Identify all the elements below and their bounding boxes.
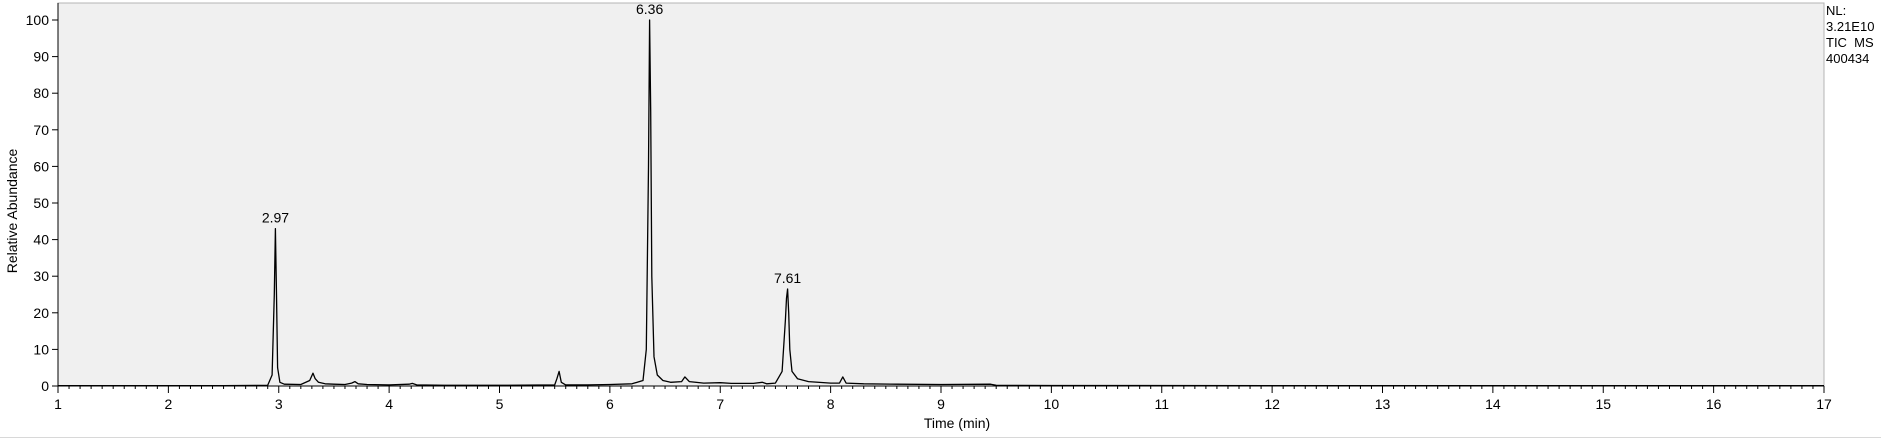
x-tick-label: 9 <box>937 396 945 412</box>
y-tick-label: 0 <box>41 378 49 394</box>
x-tick-label: 12 <box>1264 396 1280 412</box>
x-tick-label: 15 <box>1595 396 1611 412</box>
info-line: NL: <box>1826 3 1846 18</box>
x-tick-label: 10 <box>1044 396 1060 412</box>
x-tick-label: 3 <box>275 396 283 412</box>
x-tick-label: 16 <box>1706 396 1722 412</box>
y-tick-label: 10 <box>33 341 49 357</box>
chromatogram-trace <box>58 19 1824 387</box>
x-tick-label: 7 <box>716 396 724 412</box>
info-line: 400434 <box>1826 51 1869 66</box>
info-line: TIC MS <box>1826 35 1874 50</box>
plot-area <box>57 2 1825 387</box>
y-tick-label: 100 <box>26 12 50 28</box>
x-tick-label: 2 <box>164 396 172 412</box>
x-tick-label: 5 <box>496 396 504 412</box>
y-tick-label: 60 <box>33 158 49 174</box>
info-line: 3.21E10 <box>1826 19 1874 34</box>
x-tick-label: 1 <box>54 396 62 412</box>
y-tick-label: 40 <box>33 232 49 248</box>
x-tick-label: 13 <box>1375 396 1391 412</box>
peak-labels: 2.97 6.36 7.61 <box>262 1 802 286</box>
x-tick-label: 8 <box>827 396 835 412</box>
x-axis: 1 2 3 4 5 6 7 8 9 10 11 12 13 14 15 16 17 <box>54 385 1832 412</box>
peak-label: 7.61 <box>774 270 801 286</box>
x-tick-label: 4 <box>385 396 393 412</box>
x-axis-title: Time (min) <box>924 415 990 431</box>
x-tick-label: 6 <box>606 396 614 412</box>
y-axis: 0 10 20 30 40 50 60 70 80 90 100 <box>26 3 59 394</box>
footer-divider <box>0 437 1881 438</box>
y-tick-label: 20 <box>33 305 49 321</box>
peak-label: 6.36 <box>636 1 663 17</box>
peak-label: 2.97 <box>262 210 289 226</box>
y-tick-label: 70 <box>33 122 49 138</box>
y-tick-label: 50 <box>33 195 49 211</box>
y-tick-label: 30 <box>33 268 49 284</box>
x-tick-label: 14 <box>1485 396 1501 412</box>
x-tick-label: 11 <box>1154 396 1169 412</box>
y-tick-label: 80 <box>33 85 49 101</box>
x-tick-label: 17 <box>1816 396 1832 412</box>
y-axis-title: Relative Abundance <box>4 149 20 274</box>
y-tick-label: 90 <box>33 49 49 65</box>
